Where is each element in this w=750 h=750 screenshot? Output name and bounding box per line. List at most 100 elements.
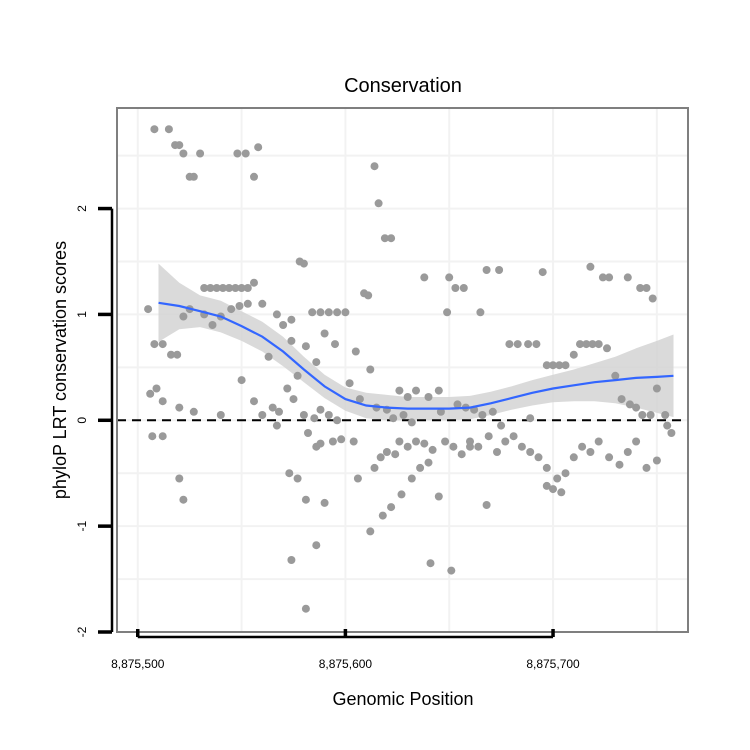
data-point bbox=[605, 273, 614, 282]
data-point bbox=[436, 407, 445, 416]
data-point bbox=[482, 266, 491, 274]
data-point bbox=[623, 273, 632, 282]
data-point bbox=[196, 149, 205, 158]
data-point bbox=[445, 273, 454, 282]
data-point bbox=[484, 432, 493, 441]
data-point bbox=[526, 414, 535, 423]
data-point bbox=[387, 503, 396, 512]
y-tick-label: -2 bbox=[75, 626, 89, 637]
data-point bbox=[615, 460, 624, 469]
data-point bbox=[304, 429, 312, 437]
data-point bbox=[179, 495, 188, 504]
data-point bbox=[453, 400, 462, 409]
data-point bbox=[661, 411, 670, 419]
data-point bbox=[524, 340, 533, 349]
data-point bbox=[299, 411, 308, 419]
data-point bbox=[208, 321, 217, 329]
data-point bbox=[283, 384, 292, 393]
data-point bbox=[287, 315, 296, 324]
data-point bbox=[268, 403, 277, 412]
data-point bbox=[538, 268, 547, 277]
data-point bbox=[150, 340, 159, 349]
data-point bbox=[258, 411, 267, 419]
data-point bbox=[258, 299, 267, 308]
data-point bbox=[569, 453, 578, 462]
data-point bbox=[555, 361, 564, 370]
data-point bbox=[447, 566, 456, 575]
data-point bbox=[324, 308, 333, 317]
data-point bbox=[443, 308, 452, 317]
data-point bbox=[526, 448, 535, 456]
data-point bbox=[301, 604, 310, 613]
data-point bbox=[611, 371, 620, 380]
data-point bbox=[428, 445, 437, 454]
data-point bbox=[399, 411, 408, 419]
data-point bbox=[426, 559, 435, 568]
data-point bbox=[549, 485, 557, 494]
data-point bbox=[561, 469, 570, 478]
data-point bbox=[441, 437, 450, 446]
data-point bbox=[646, 411, 655, 419]
data-point bbox=[542, 481, 551, 490]
data-point bbox=[237, 284, 246, 292]
data-point bbox=[395, 386, 404, 395]
data-point bbox=[250, 172, 258, 181]
data-point bbox=[324, 411, 333, 419]
data-point bbox=[378, 511, 387, 520]
data-point bbox=[376, 453, 385, 462]
data-point bbox=[353, 474, 362, 483]
data-point bbox=[250, 278, 258, 287]
data-point bbox=[557, 488, 566, 497]
data-point bbox=[501, 437, 510, 446]
data-point bbox=[233, 149, 242, 158]
data-point bbox=[578, 442, 587, 451]
data-point bbox=[642, 463, 651, 472]
data-point bbox=[212, 284, 221, 292]
data-point bbox=[333, 308, 342, 317]
data-point bbox=[227, 305, 236, 314]
data-point bbox=[457, 450, 466, 459]
data-point bbox=[638, 411, 647, 419]
data-point bbox=[532, 340, 541, 349]
data-point bbox=[434, 386, 443, 395]
y-axis-title: phyloP LRT conservation scores bbox=[50, 241, 70, 499]
y-tick-label: -1 bbox=[75, 520, 89, 531]
data-point bbox=[289, 395, 298, 404]
data-point bbox=[243, 284, 252, 292]
data-point bbox=[293, 371, 302, 380]
data-point bbox=[287, 336, 296, 345]
data-point bbox=[451, 284, 460, 292]
smooth-layer bbox=[158, 301, 674, 410]
data-point bbox=[254, 143, 263, 152]
data-point bbox=[316, 405, 325, 414]
data-point bbox=[576, 340, 584, 349]
data-point bbox=[407, 474, 416, 483]
data-point bbox=[474, 442, 483, 451]
data-point bbox=[179, 149, 188, 158]
data-point bbox=[387, 234, 396, 243]
data-point bbox=[308, 308, 317, 317]
data-point bbox=[534, 453, 543, 462]
points-layer bbox=[144, 125, 676, 613]
y-tick-label: 2 bbox=[75, 205, 89, 212]
data-point bbox=[333, 416, 342, 425]
data-point bbox=[497, 421, 506, 430]
data-point bbox=[301, 495, 310, 504]
data-point bbox=[586, 448, 595, 456]
data-point bbox=[569, 350, 578, 359]
data-point bbox=[509, 432, 518, 441]
data-point bbox=[434, 492, 443, 501]
confidence-band bbox=[158, 263, 674, 421]
data-point bbox=[412, 437, 420, 446]
data-point bbox=[617, 395, 626, 404]
data-point bbox=[382, 448, 391, 456]
data-point bbox=[158, 340, 167, 349]
data-point bbox=[337, 435, 346, 444]
x-axis-title: Genomic Position bbox=[332, 689, 473, 709]
data-point bbox=[345, 379, 354, 388]
data-point bbox=[312, 358, 321, 367]
data-point bbox=[495, 266, 504, 274]
data-point bbox=[370, 162, 379, 171]
data-point bbox=[416, 463, 425, 472]
data-point bbox=[355, 395, 364, 404]
